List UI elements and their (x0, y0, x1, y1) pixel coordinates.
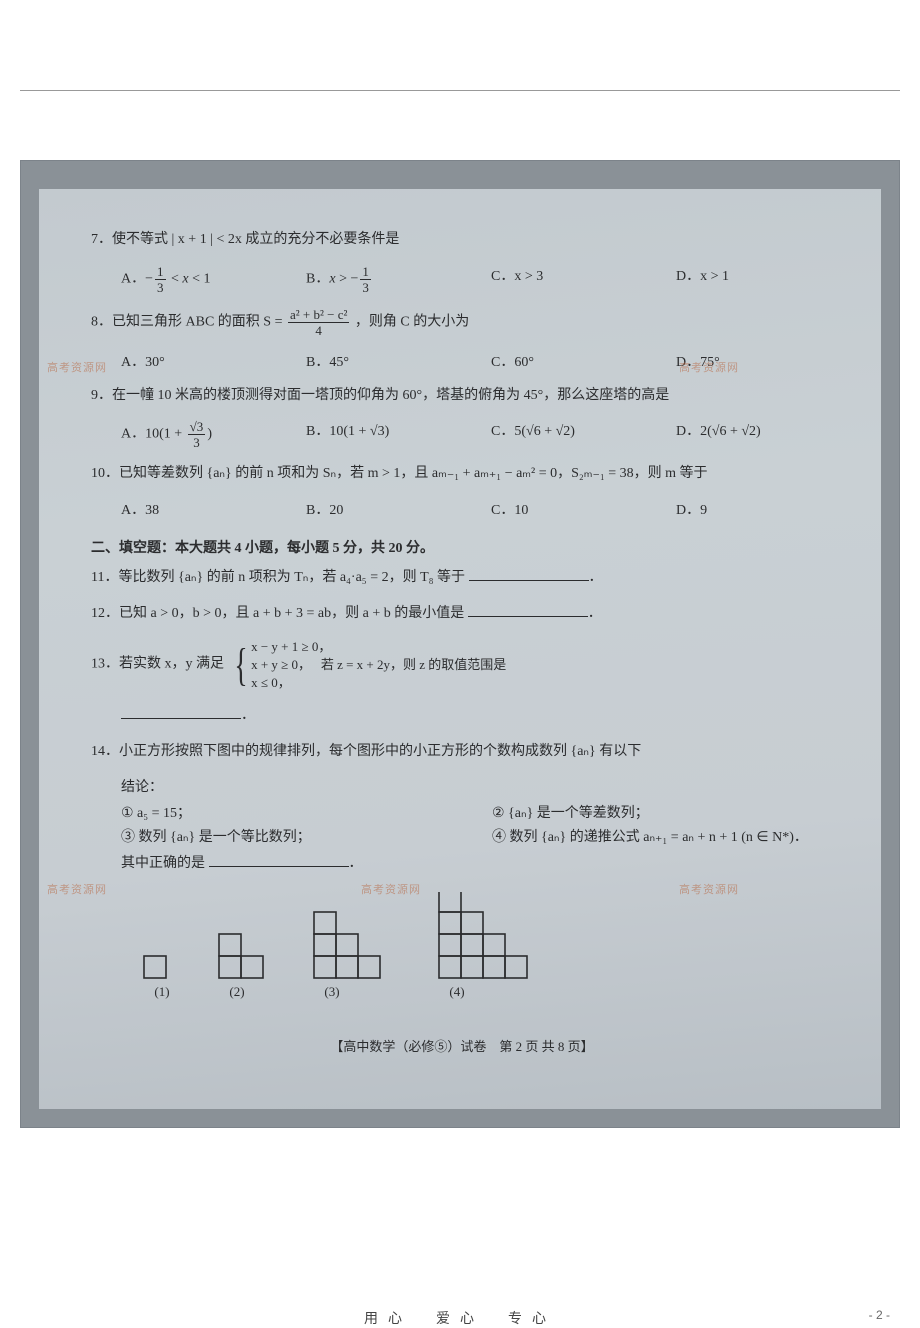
question-7: 7．使不等式 | x + 1 | < 2x 成立的充分不必要条件是 (91, 229, 833, 251)
q8-opt-c: C．60° (491, 351, 648, 371)
q14-conc-row-1: ① a₅ = 15； ② {aₙ} 是一个等差数列； (121, 802, 833, 822)
q9-opt-c: C．5(√6 + √2) (491, 420, 648, 449)
blank-11 (469, 568, 589, 581)
question-14: 14．小正方形按照下图中的规律排列，每个图形中的小正方形的个数构成数列 {aₙ}… (91, 741, 833, 763)
q14-conclusions-label: 结论： (121, 776, 833, 796)
q9-opt-d: D．2(√6 + √2) (676, 420, 833, 449)
q14-c1: ① a₅ = 15； (121, 802, 462, 822)
q10-opt-b: B．20 (306, 499, 463, 519)
squares-diagram: (1) (2) (3) (4) (121, 892, 581, 1022)
header-rule (20, 90, 900, 160)
q7-opt-c: C．x > 3 (491, 265, 648, 294)
q13-system: x − y + 1 ≥ 0， x + y ≥ 0， 若 z = x + 2y，则… (251, 638, 506, 691)
q8-opt-d: D．75° (676, 351, 833, 371)
q7-opt-d: D．x > 1 (676, 265, 833, 294)
q8-opt-b: B．45° (306, 351, 463, 371)
page-footer: 用心 爱心 专心 - 2 - (20, 1308, 900, 1328)
question-12: 12．已知 a > 0，b > 0，且 a + b + 3 = ab，则 a +… (91, 603, 833, 625)
question-7-stem: 7．使不等式 | x + 1 | < 2x 成立的充分不必要条件是 (91, 232, 399, 247)
q8-prefix: 8．已知三角形 ABC 的面积 S = (91, 314, 286, 329)
q8-suffix: ，则角 C 的大小为 (355, 314, 469, 329)
question-8: 8．已知三角形 ABC 的面积 S = a² + b² − c² 4 ，则角 C… (91, 308, 833, 337)
q10-stem: 10．已知等差数列 {aₙ} 的前 n 项和为 Sₙ，若 m > 1，且 aₘ₋… (91, 466, 708, 481)
watermark: 高考资源网 (47, 359, 107, 375)
footer-page-number: - 2 - (790, 1308, 900, 1328)
page-caption: 【高中数学（必修⑤）试卷 第 2 页 共 8 页】 (91, 1036, 833, 1055)
q14-c3: ③ 数列 {aₙ} 是一个等比数列； (121, 826, 462, 846)
svg-text:(4): (4) (449, 984, 464, 999)
left-brace-icon: { (234, 644, 247, 685)
blank-14 (209, 855, 349, 868)
question-10: 10．已知等差数列 {aₙ} 的前 n 项和为 Sₙ，若 m > 1，且 aₘ₋… (91, 463, 833, 485)
q10-opt-c: C．10 (491, 499, 648, 519)
q10-opt-a: A．38 (121, 499, 278, 519)
blank-13 (121, 706, 241, 719)
footer-motto: 用心 爱心 专心 (130, 1308, 790, 1328)
question-8-options: A．30° B．45° C．60° D．75° (121, 351, 833, 371)
question-10-options: A．38 B．20 C．10 D．9 (121, 499, 833, 519)
q8-fraction: a² + b² − c² 4 (288, 308, 349, 337)
q7-opt-a: A．−13 < x < 1 (121, 265, 278, 294)
q8-opt-a: A．30° (121, 351, 278, 371)
q9-opt-a: A．10(1 + √33) (121, 420, 278, 449)
q9-opt-b: B．10(1 + √3) (306, 420, 463, 449)
svg-text:(3): (3) (324, 984, 339, 999)
q7-opt-b: B．x > −13 (306, 265, 463, 294)
svg-text:(1): (1) (154, 984, 169, 999)
q14-c2: ② {aₙ} 是一个等差数列； (492, 802, 833, 822)
blank-12 (468, 604, 588, 617)
q14-answer-line: 其中正确的是 ． (121, 852, 833, 872)
exam-paper: 7．使不等式 | x + 1 | < 2x 成立的充分不必要条件是 A．−13 … (39, 189, 881, 1109)
question-13: 13．若实数 x，y 满足 { x − y + 1 ≥ 0， x + y ≥ 0… (91, 638, 833, 691)
section-2-title: 二、填空题：本大题共 4 小题，每小题 5 分，共 20 分。 (91, 537, 833, 557)
question-11: 11．等比数列 {aₙ} 的前 n 项积为 Tₙ，若 a₄·a₅ = 2，则 T… (91, 567, 833, 589)
question-7-options: A．−13 < x < 1 B．x > −13 C．x > 3 D．x > 1 (121, 265, 833, 294)
q14-c4: ④ 数列 {aₙ} 的递推公式 aₙ₊₁ = aₙ + n + 1 (n ∈ N… (492, 826, 833, 846)
q9-stem: 9．在一幢 10 米高的楼顶测得对面一塔顶的仰角为 60°，塔基的俯角为 45°… (91, 388, 669, 403)
document-page: 7．使不等式 | x + 1 | < 2x 成立的充分不必要条件是 A．−13 … (0, 90, 920, 1328)
watermark: 高考资源网 (47, 881, 107, 897)
svg-text:(2): (2) (229, 984, 244, 999)
q14-figures: (1) (2) (3) (4) (121, 892, 833, 1022)
question-13-blank: ． (121, 705, 833, 727)
q10-opt-d: D．9 (676, 499, 833, 519)
question-9-options: A．10(1 + √33) B．10(1 + √3) C．5(√6 + √2) … (121, 420, 833, 449)
question-9: 9．在一幢 10 米高的楼顶测得对面一塔顶的仰角为 60°，塔基的俯角为 45°… (91, 385, 833, 407)
q14-conc-row-2: ③ 数列 {aₙ} 是一个等比数列； ④ 数列 {aₙ} 的递推公式 aₙ₊₁ … (121, 826, 833, 846)
photo-frame: 7．使不等式 | x + 1 | < 2x 成立的充分不必要条件是 A．−13 … (20, 160, 900, 1128)
